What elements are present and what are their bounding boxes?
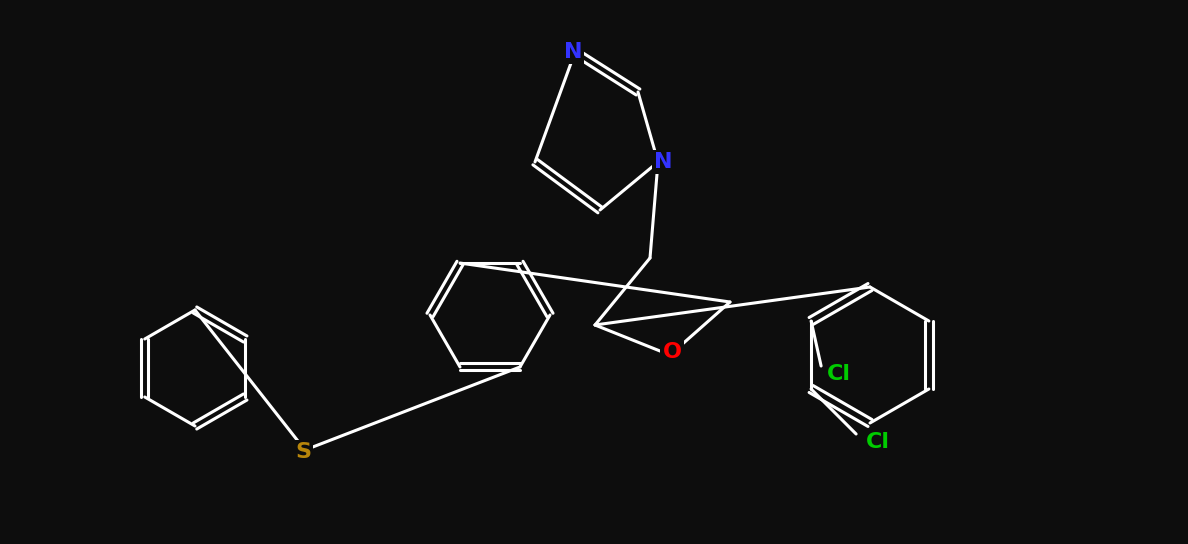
Text: S: S — [295, 442, 311, 462]
Text: N: N — [564, 42, 582, 62]
Text: Cl: Cl — [866, 432, 890, 452]
Text: Cl: Cl — [827, 364, 851, 384]
Text: N: N — [653, 152, 672, 172]
Text: O: O — [663, 342, 682, 362]
